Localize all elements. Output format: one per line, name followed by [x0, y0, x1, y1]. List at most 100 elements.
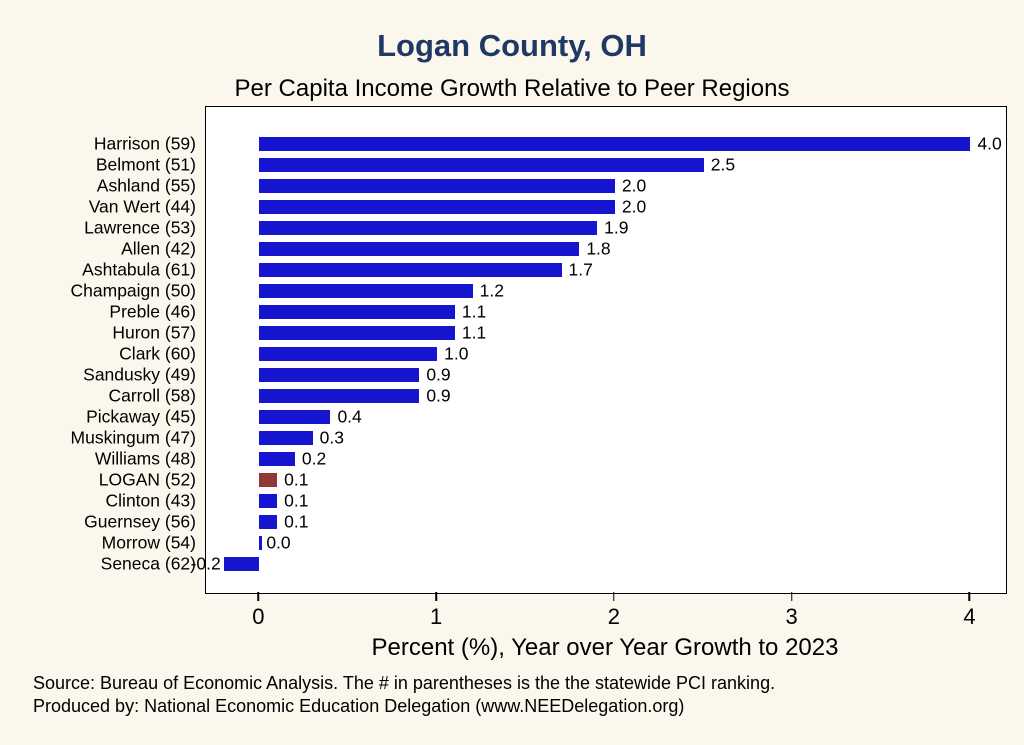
x-axis-ticks: 0 1 2 3 4	[205, 592, 1005, 632]
bar-row: Carroll (58) 0.9	[108, 385, 1006, 407]
category-label: LOGAN (52)	[98, 469, 196, 490]
value-label: 2.0	[621, 175, 647, 196]
bar	[223, 557, 260, 572]
bar-row: Clark (60) 1.0	[119, 343, 1006, 364]
category-label: Guernsey (56)	[84, 511, 196, 532]
chart-subtitle: Per Capita Income Growth Relative to Pee…	[234, 75, 790, 102]
source-notes: Source: Bureau of Economic Analysis. The…	[33, 672, 775, 717]
category-label: Belmont (51)	[95, 154, 196, 175]
x-tick-mark	[435, 592, 437, 601]
value-label: 0.1	[284, 469, 309, 490]
value-label: 1.7	[568, 259, 593, 280]
bar-row: Muskingum (47) 0.3	[71, 427, 1006, 449]
x-tick-mark	[790, 592, 793, 601]
category-label: Muskingum (47)	[70, 427, 196, 448]
bar	[259, 368, 420, 383]
value-label: 1.8	[586, 238, 611, 259]
bar-row: Champaign (50) 1.2	[71, 280, 1006, 301]
category-label: Ashtabula (61)	[82, 259, 196, 280]
value-label: 0.3	[319, 427, 344, 448]
category-label: Clinton (43)	[105, 490, 196, 511]
value-label: 1.2	[479, 280, 504, 301]
x-tick-mark	[613, 592, 615, 601]
bar	[259, 389, 420, 404]
source-line: Source: Bureau of Economic Analysis. The…	[33, 673, 776, 693]
x-tick-label: 4	[963, 604, 976, 629]
bar	[259, 178, 615, 193]
category-label: Ashland (55)	[96, 175, 196, 196]
x-tick-label: 3	[785, 604, 798, 629]
bar	[259, 494, 278, 509]
bar-row: Clinton (43) 0.1	[106, 490, 1006, 512]
bar	[259, 157, 704, 172]
bar-row: Williams (48) 0.2	[95, 448, 1006, 470]
category-label: Williams (48)	[94, 448, 196, 469]
value-label: 0.1	[284, 511, 309, 532]
value-label: 1.9	[604, 217, 629, 238]
bar	[259, 410, 331, 425]
plot-area: Harrison (59) 4.0 Belmont (51) 2.5 Ashland (…	[71, 106, 1007, 594]
value-label: 0.4	[337, 406, 362, 427]
bar-row: Belmont (51) 2.5	[96, 154, 1006, 175]
value-label: 0.1	[284, 490, 309, 511]
category-label: Sandusky (49)	[83, 364, 196, 385]
value-label: 1.1	[461, 301, 487, 322]
bar-row: Morrow (54) 0.0	[102, 532, 1006, 554]
bar	[259, 346, 438, 361]
category-label: Pickaway (45)	[86, 406, 196, 427]
bar	[259, 536, 263, 551]
bar	[259, 283, 473, 298]
value-label: 2.0	[621, 196, 647, 217]
bar-row: Preble (46) 1.1	[109, 301, 1006, 322]
bar	[259, 136, 971, 151]
value-label: 1.0	[444, 343, 469, 364]
bars-container: Harrison (59) 4.0 Belmont (51) 2.5 Ashland (…	[71, 133, 1006, 575]
bar	[259, 431, 313, 446]
bar	[259, 199, 615, 214]
x-tick-label: 1	[429, 604, 443, 629]
bar-row: Sandusky (49) 0.9	[83, 364, 1006, 386]
x-tick-label: 2	[607, 604, 620, 629]
category-label: Van Wert (44)	[88, 196, 196, 217]
bar-row: Van Wert (44) 2.0	[89, 196, 1006, 217]
category-label: Morrow (54)	[101, 532, 196, 553]
chart-title: Logan County, OH	[377, 28, 647, 63]
x-tick-mark	[257, 592, 260, 601]
category-label: Carroll (58)	[108, 385, 196, 406]
bar-row: Ashtabula (61) 1.7	[82, 259, 1006, 280]
bar	[259, 325, 455, 340]
bar-row: LOGAN (52) 0.1	[99, 469, 1006, 491]
bar-row: Ashland (55) 2.0	[97, 175, 1006, 196]
category-label: Preble (46)	[109, 301, 196, 322]
x-tick-label: 0	[252, 604, 265, 629]
bar-row: Seneca (62) -0.2	[101, 554, 1006, 575]
category-label: Champaign (50)	[70, 280, 196, 301]
category-label: Allen (42)	[121, 238, 196, 259]
producer-line: Produced by: National Economic Education…	[33, 695, 685, 716]
category-label: Harrison (59)	[93, 133, 196, 154]
bar	[259, 220, 598, 235]
category-label: Seneca (62)	[100, 553, 196, 574]
value-label: -0.2	[190, 553, 221, 574]
value-label: 0.9	[426, 385, 451, 406]
value-label: 0.2	[301, 448, 327, 469]
value-label: 4.0	[977, 133, 1002, 154]
value-label: 0.0	[266, 532, 291, 553]
value-label: 2.5	[710, 154, 736, 175]
x-tick-mark	[968, 592, 971, 601]
x-axis-title: Percent (%), Year over Year Growth to 20…	[371, 634, 839, 661]
category-label: Huron (57)	[112, 322, 196, 343]
bar	[259, 241, 580, 256]
bar	[259, 452, 295, 467]
bar-row: Harrison (59) 4.0	[94, 133, 1006, 154]
category-label: Clark (60)	[119, 343, 196, 364]
bar-row: Huron (57) 1.1	[112, 322, 1006, 343]
category-label: Lawrence (53)	[84, 217, 196, 238]
bar-highlight	[259, 473, 278, 488]
bar	[259, 304, 455, 319]
value-label: 1.1	[461, 322, 487, 343]
bar-row: Allen (42) 1.8	[121, 238, 1006, 259]
value-label: 0.9	[426, 364, 451, 385]
bar	[259, 262, 562, 277]
